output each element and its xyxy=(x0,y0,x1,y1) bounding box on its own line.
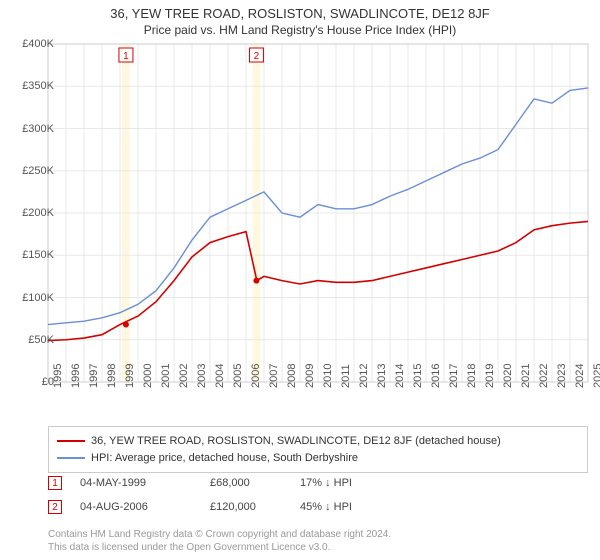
y-tick-label: £150K xyxy=(4,249,54,261)
x-tick-label: 2000 xyxy=(142,364,154,388)
x-tick-label: 2010 xyxy=(322,364,334,388)
y-tick-label: £100K xyxy=(4,292,54,304)
sale-row-2: 2 04-AUG-2006 £120,000 45% ↓ HPI xyxy=(48,500,588,514)
x-tick-label: 2015 xyxy=(412,364,424,388)
x-tick-label: 2016 xyxy=(430,364,442,388)
x-tick-label: 2006 xyxy=(250,364,262,388)
footer-attribution: Contains HM Land Registry data © Crown c… xyxy=(48,528,588,554)
y-tick-label: £350K xyxy=(4,80,54,92)
x-tick-label: 2014 xyxy=(394,364,406,388)
x-tick-label: 2023 xyxy=(556,364,568,388)
chart-plot: 12 xyxy=(48,44,588,382)
x-tick-label: 2007 xyxy=(268,364,280,388)
x-tick-label: 1997 xyxy=(88,364,100,388)
x-tick-label: 2012 xyxy=(358,364,370,388)
x-tick-label: 2024 xyxy=(574,364,586,388)
x-tick-label: 2011 xyxy=(340,364,352,388)
svg-text:2: 2 xyxy=(254,51,260,62)
x-tick-label: 2005 xyxy=(232,364,244,388)
sale-2-date: 04-AUG-2006 xyxy=(80,501,210,513)
x-tick-label: 2013 xyxy=(376,364,388,388)
x-tick-label: 2021 xyxy=(520,364,532,388)
y-tick-label: £50K xyxy=(4,334,54,346)
y-tick-label: £400K xyxy=(4,38,54,50)
sale-marker-2-icon: 2 xyxy=(48,500,62,514)
x-tick-label: 2017 xyxy=(448,364,460,388)
sale-marker-1-icon: 1 xyxy=(48,476,62,490)
x-tick-label: 2001 xyxy=(160,364,172,388)
x-tick-label: 2009 xyxy=(304,364,316,388)
x-tick-label: 1996 xyxy=(70,364,82,388)
legend-item-hpi: HPI: Average price, detached house, Sout… xyxy=(57,450,579,467)
sale-1-delta: 17% ↓ HPI xyxy=(300,477,420,489)
x-tick-label: 2018 xyxy=(466,364,478,388)
x-tick-label: 1998 xyxy=(106,364,118,388)
svg-text:1: 1 xyxy=(123,51,129,62)
sale-1-date: 04-MAY-1999 xyxy=(80,477,210,489)
legend-item-property: 36, YEW TREE ROAD, ROSLISTON, SWADLINCOT… xyxy=(57,433,579,450)
x-tick-label: 1995 xyxy=(52,364,64,388)
x-tick-label: 2020 xyxy=(502,364,514,388)
legend-swatch-property xyxy=(57,440,85,442)
legend-swatch-hpi xyxy=(57,457,85,459)
y-tick-label: £300K xyxy=(4,123,54,135)
footer-line-1: Contains HM Land Registry data © Crown c… xyxy=(48,528,588,541)
footer-line-2: This data is licensed under the Open Gov… xyxy=(48,541,588,554)
sale-2-price: £120,000 xyxy=(210,501,300,513)
legend: 36, YEW TREE ROAD, ROSLISTON, SWADLINCOT… xyxy=(48,426,588,473)
x-tick-label: 2008 xyxy=(286,364,298,388)
y-tick-label: £0 xyxy=(4,376,54,388)
x-tick-label: 2025 xyxy=(592,364,600,388)
sale-1-price: £68,000 xyxy=(210,477,300,489)
chart-subtitle: Price paid vs. HM Land Registry's House … xyxy=(0,21,600,41)
chart-title: 36, YEW TREE ROAD, ROSLISTON, SWADLINCOT… xyxy=(0,0,600,21)
x-tick-label: 2022 xyxy=(538,364,550,388)
x-tick-label: 1999 xyxy=(124,364,136,388)
x-tick-label: 2003 xyxy=(196,364,208,388)
y-tick-label: £250K xyxy=(4,165,54,177)
sale-2-delta: 45% ↓ HPI xyxy=(300,501,420,513)
legend-label-property: 36, YEW TREE ROAD, ROSLISTON, SWADLINCOT… xyxy=(91,433,501,450)
legend-label-hpi: HPI: Average price, detached house, Sout… xyxy=(91,450,358,467)
chart-card: 36, YEW TREE ROAD, ROSLISTON, SWADLINCOT… xyxy=(0,0,600,560)
x-tick-label: 2002 xyxy=(178,364,190,388)
y-tick-label: £200K xyxy=(4,207,54,219)
sale-row-1: 1 04-MAY-1999 £68,000 17% ↓ HPI xyxy=(48,476,588,490)
x-tick-label: 2004 xyxy=(214,364,226,388)
x-tick-label: 2019 xyxy=(484,364,496,388)
